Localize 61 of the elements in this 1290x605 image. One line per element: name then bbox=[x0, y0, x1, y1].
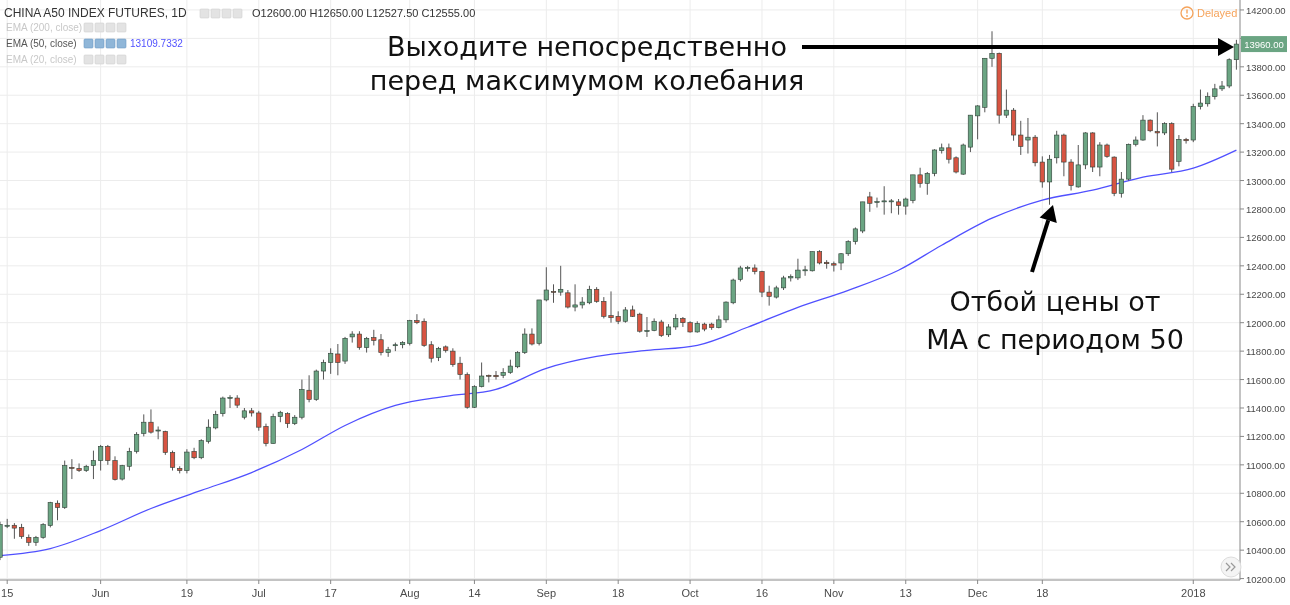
y-tick-label: 11400.00 bbox=[1246, 402, 1285, 414]
x-tick-label: Oct bbox=[681, 587, 699, 599]
y-tick-label: 10200.00 bbox=[1246, 573, 1286, 585]
x-tick-label: 18 bbox=[612, 587, 625, 599]
candlestick bbox=[90, 450, 96, 480]
candlestick bbox=[471, 384, 477, 409]
annotation: O12600.00 H12650.00 L12527.50 C12555.00 bbox=[252, 7, 476, 19]
annotation: Выходите непосредственно перед максимумом колебания bbox=[369, 31, 805, 96]
y-tick-label: 13400.00 bbox=[1246, 118, 1286, 130]
annotation: Delayed bbox=[1197, 7, 1238, 19]
candlestick bbox=[1118, 171, 1124, 199]
y-tick-label: 12200.00 bbox=[1246, 289, 1286, 301]
x-tick-label: 16 bbox=[755, 587, 769, 599]
y-tick-label: 13000.00 bbox=[1246, 175, 1286, 187]
x-tick-label: 15 bbox=[1, 587, 14, 599]
candlestick bbox=[1154, 111, 1160, 147]
y-tick-label: 10800.00 bbox=[1246, 488, 1286, 500]
candlestick bbox=[1046, 154, 1053, 206]
y-tick-label: 11800.00 bbox=[1246, 346, 1285, 358]
line-series bbox=[0, 149, 1238, 557]
candlestick bbox=[356, 330, 362, 351]
y-tick-label: 11200.00 bbox=[1246, 431, 1285, 443]
y-tick-label: 11000.00 bbox=[1246, 459, 1285, 471]
x-tick-label: 18 bbox=[1036, 587, 1049, 599]
candlestick bbox=[586, 285, 592, 305]
y-tick-label: 12000.00 bbox=[1246, 317, 1286, 329]
text: EMA (50, close) bbox=[6, 38, 77, 49]
text: 13960.00 bbox=[1244, 39, 1284, 51]
x-tick-label: Nov bbox=[824, 587, 845, 599]
y-tick-label: 13800.00 bbox=[1246, 61, 1286, 73]
y-tick-label: 14200.00 bbox=[1246, 4, 1286, 16]
y-tick-label: 10600.00 bbox=[1246, 516, 1286, 528]
x-tick-label: Sep bbox=[536, 587, 557, 599]
candlestick bbox=[320, 359, 327, 381]
candlestick bbox=[169, 450, 176, 472]
x-tick-label: 13 bbox=[899, 587, 912, 599]
candlestick bbox=[550, 283, 557, 304]
x-tick-label: 2018 bbox=[1181, 587, 1206, 599]
y-tick-label: 11600.00 bbox=[1246, 374, 1285, 386]
x-tick-label: 14 bbox=[468, 587, 481, 599]
y-tick-label: 13600.00 bbox=[1246, 90, 1286, 102]
x-tick-label: Aug bbox=[399, 587, 420, 599]
x-tick-label: Dec bbox=[967, 587, 988, 599]
y-tick-label: 12600.00 bbox=[1246, 232, 1286, 244]
x-tick-label: Jul bbox=[251, 587, 266, 599]
candlestick bbox=[931, 148, 938, 177]
x-tick-label: Jun bbox=[91, 587, 110, 599]
y-tick-label: 10400.00 bbox=[1246, 545, 1286, 557]
candlestick bbox=[1197, 89, 1203, 110]
candlestick bbox=[126, 447, 132, 472]
y-tick-label: 13200.00 bbox=[1246, 147, 1286, 159]
text: CHINA A50 INDEX FUTURES, 1D bbox=[4, 6, 188, 20]
y-tick-label: 12800.00 bbox=[1246, 203, 1286, 215]
annotation: 13109.7332 bbox=[130, 38, 184, 49]
x-tick-label: 17 bbox=[324, 587, 337, 599]
annotation: Отбой цены от MA с периодом 50 bbox=[926, 286, 1184, 355]
candlestick bbox=[54, 499, 61, 521]
candlestick bbox=[205, 418, 211, 445]
y-tick-label: 12400.00 bbox=[1246, 260, 1286, 272]
x-tick-label: 19 bbox=[180, 587, 194, 599]
candlestick bbox=[134, 431, 140, 454]
